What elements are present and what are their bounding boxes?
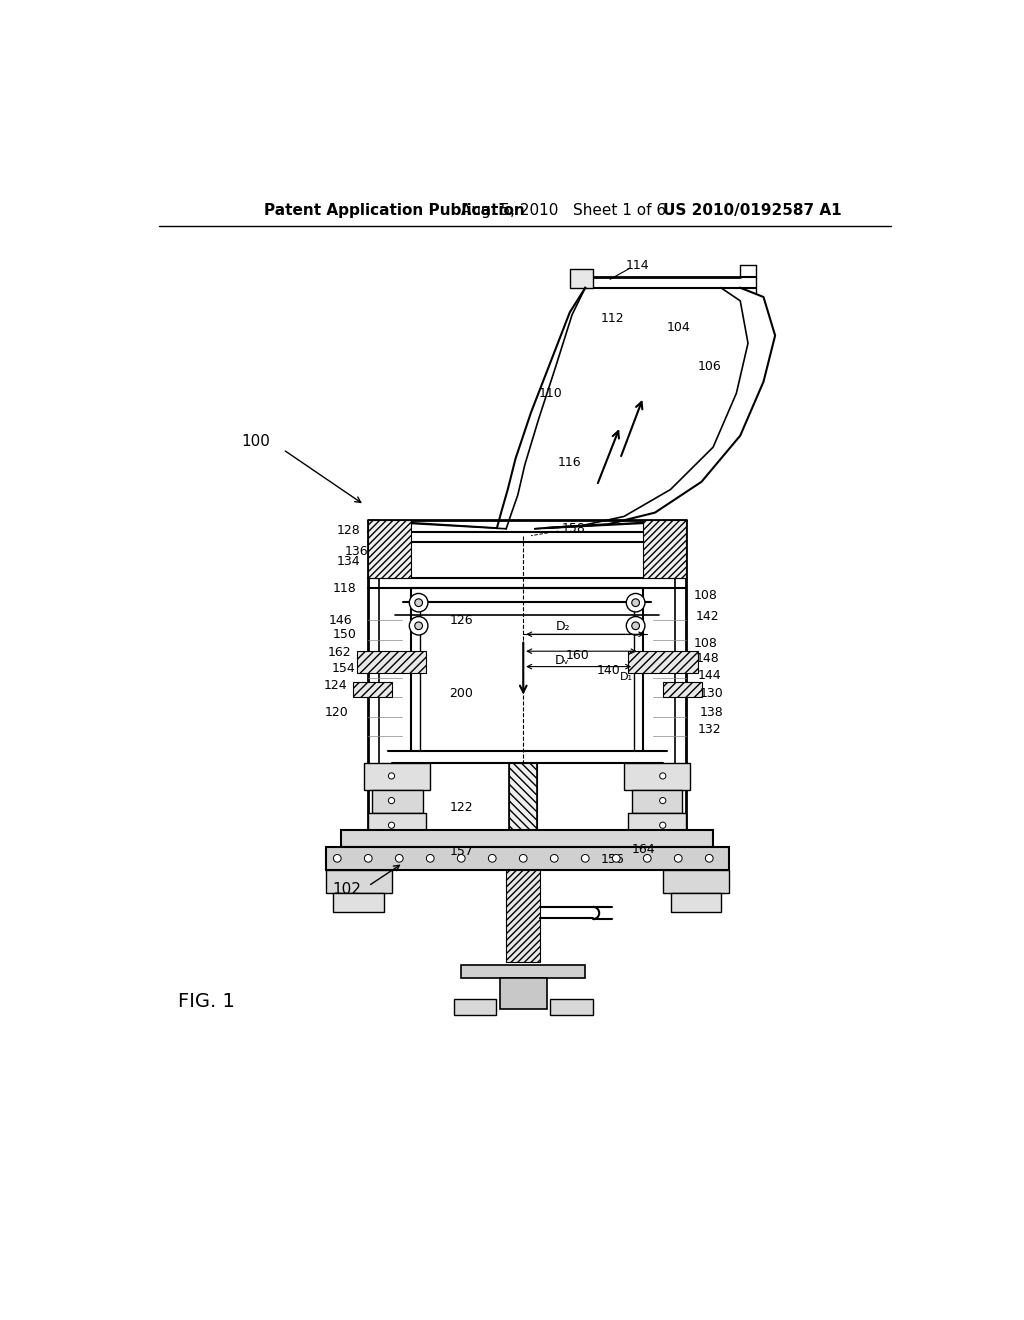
Text: 122: 122 bbox=[450, 801, 473, 814]
Bar bbox=[461, 965, 586, 978]
Circle shape bbox=[582, 854, 589, 862]
Text: 120: 120 bbox=[326, 706, 349, 719]
Text: 130: 130 bbox=[699, 686, 723, 700]
Text: 124: 124 bbox=[324, 678, 347, 692]
Circle shape bbox=[415, 622, 423, 630]
Bar bbox=[369, 813, 426, 832]
Text: 157: 157 bbox=[450, 845, 473, 858]
Text: Aug. 5, 2010   Sheet 1 of 6: Aug. 5, 2010 Sheet 1 of 6 bbox=[461, 203, 667, 218]
Circle shape bbox=[458, 854, 465, 862]
Text: 160: 160 bbox=[565, 648, 590, 661]
Text: 128: 128 bbox=[337, 524, 360, 537]
Circle shape bbox=[395, 854, 403, 862]
Text: 140: 140 bbox=[597, 664, 621, 677]
Circle shape bbox=[612, 854, 621, 862]
Circle shape bbox=[632, 599, 640, 607]
Text: 156: 156 bbox=[600, 853, 625, 866]
Text: 144: 144 bbox=[697, 669, 721, 682]
Text: 136: 136 bbox=[345, 545, 369, 557]
Text: 150: 150 bbox=[333, 628, 356, 640]
Text: Patent Application Publication: Patent Application Publication bbox=[263, 203, 524, 218]
Circle shape bbox=[365, 854, 372, 862]
Circle shape bbox=[632, 622, 640, 630]
Bar bbox=[632, 789, 682, 813]
Bar bbox=[663, 682, 701, 697]
Text: 200: 200 bbox=[450, 686, 473, 700]
Bar bbox=[628, 651, 697, 673]
Text: 104: 104 bbox=[667, 321, 690, 334]
Circle shape bbox=[519, 854, 527, 862]
Circle shape bbox=[550, 854, 558, 862]
Bar bbox=[643, 520, 686, 578]
Bar bbox=[334, 892, 384, 912]
Circle shape bbox=[675, 854, 682, 862]
Bar bbox=[326, 870, 391, 892]
Text: 114: 114 bbox=[626, 259, 650, 272]
Text: 158: 158 bbox=[562, 521, 586, 535]
Text: 116: 116 bbox=[558, 455, 582, 469]
Bar bbox=[365, 763, 430, 789]
Text: FIG. 1: FIG. 1 bbox=[178, 993, 236, 1011]
Bar bbox=[341, 830, 713, 847]
Text: 134: 134 bbox=[337, 554, 360, 568]
Circle shape bbox=[334, 854, 341, 862]
Circle shape bbox=[627, 616, 645, 635]
Bar bbox=[356, 651, 426, 673]
Text: 142: 142 bbox=[695, 610, 719, 623]
Text: 108: 108 bbox=[693, 589, 718, 602]
Text: 108: 108 bbox=[693, 638, 718, 649]
Bar bbox=[352, 682, 391, 697]
Bar bbox=[569, 268, 593, 288]
Bar bbox=[671, 892, 721, 912]
Text: Dᵥ: Dᵥ bbox=[555, 653, 569, 667]
Bar bbox=[506, 870, 541, 962]
Text: 126: 126 bbox=[450, 614, 473, 627]
Text: 148: 148 bbox=[695, 652, 719, 665]
Text: D₁: D₁ bbox=[620, 672, 633, 682]
Circle shape bbox=[426, 854, 434, 862]
Circle shape bbox=[415, 599, 423, 607]
Text: 138: 138 bbox=[699, 706, 723, 719]
Bar bbox=[628, 813, 686, 832]
Circle shape bbox=[659, 774, 666, 779]
Bar bbox=[369, 520, 411, 578]
Text: 112: 112 bbox=[600, 312, 625, 325]
Text: D₂: D₂ bbox=[555, 620, 570, 634]
Text: 154: 154 bbox=[332, 661, 355, 675]
Text: 110: 110 bbox=[539, 387, 562, 400]
Circle shape bbox=[706, 854, 713, 862]
Text: 118: 118 bbox=[333, 582, 356, 594]
Circle shape bbox=[659, 797, 666, 804]
Bar bbox=[454, 999, 496, 1015]
Circle shape bbox=[643, 854, 651, 862]
Bar bbox=[500, 978, 547, 1010]
Circle shape bbox=[488, 854, 496, 862]
Bar bbox=[509, 763, 538, 832]
Circle shape bbox=[659, 822, 666, 829]
Circle shape bbox=[388, 774, 394, 779]
Text: US 2010/0192587 A1: US 2010/0192587 A1 bbox=[663, 203, 842, 218]
Circle shape bbox=[410, 594, 428, 612]
Bar bbox=[326, 847, 729, 870]
Text: 162: 162 bbox=[328, 647, 351, 659]
Bar bbox=[624, 763, 690, 789]
Bar bbox=[663, 870, 729, 892]
Bar bbox=[372, 789, 423, 813]
Text: 164: 164 bbox=[632, 843, 655, 857]
Text: 102: 102 bbox=[332, 882, 361, 898]
Text: 106: 106 bbox=[697, 360, 721, 372]
Circle shape bbox=[571, 275, 581, 282]
Text: 146: 146 bbox=[329, 614, 352, 627]
Text: 100: 100 bbox=[242, 434, 270, 449]
Bar bbox=[550, 999, 593, 1015]
Circle shape bbox=[627, 594, 645, 612]
Circle shape bbox=[410, 616, 428, 635]
Circle shape bbox=[388, 822, 394, 829]
Text: 132: 132 bbox=[697, 723, 721, 737]
Circle shape bbox=[388, 797, 394, 804]
